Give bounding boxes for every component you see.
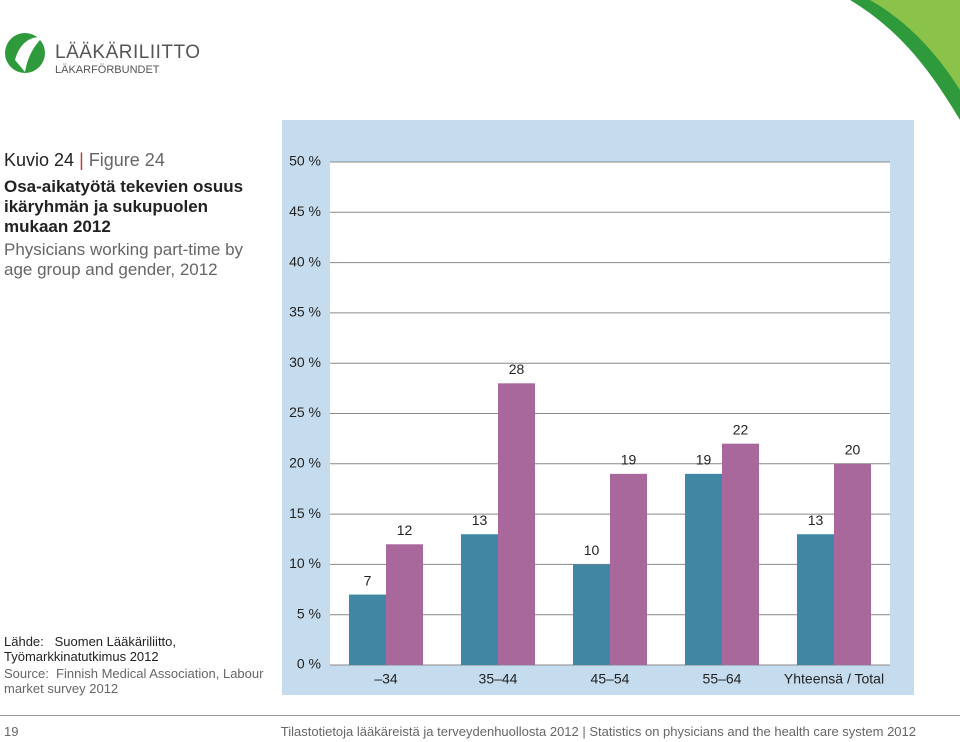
y-tick-label: 0 %	[297, 656, 321, 672]
logo-name: LÄÄKÄRILIITTO	[55, 42, 201, 63]
x-tick-label: 45–54	[591, 671, 630, 687]
data-label: 20	[845, 442, 861, 458]
corner-decoration	[870, 0, 960, 90]
y-tick-label: 25 %	[289, 404, 321, 420]
title-fi: Osa-aikatyötä tekevien osuus ikäryhmän j…	[4, 177, 244, 236]
page-number: 19	[4, 724, 19, 739]
data-label: 13	[808, 512, 824, 528]
x-tick-label: –34	[374, 671, 398, 687]
bar	[722, 443, 759, 665]
data-label: 12	[397, 522, 413, 538]
x-tick-label: 55–64	[703, 671, 742, 687]
source-en: Source: Finnish Medical Association, Lab…	[4, 666, 264, 696]
data-label: 7	[364, 572, 372, 588]
bar	[610, 473, 647, 665]
bar	[797, 534, 834, 665]
source-label: Source:	[4, 666, 49, 681]
data-label: 10	[584, 542, 600, 558]
source-text: Suomen Lääkäriliitto, Työmarkkinatutkimu…	[4, 634, 177, 664]
bar	[349, 594, 386, 665]
y-tick-label: 35 %	[289, 304, 321, 320]
figure-label-en: Figure 24	[88, 150, 165, 170]
y-tick-label: 40 %	[289, 253, 321, 269]
figure-label-fi: Kuvio 24	[4, 150, 75, 170]
x-tick-label: Yhteensä / Total	[784, 671, 884, 687]
logo-mark	[15, 37, 42, 72]
y-tick-label: 10 %	[289, 555, 321, 571]
data-label: 22	[733, 421, 749, 437]
data-label: 19	[696, 452, 712, 468]
footer-text: Tilastotietoja lääkäreistä ja terveydenh…	[280, 724, 916, 739]
title-en: Physicians working part-time by age grou…	[4, 240, 244, 279]
figure-label: Kuvio 24 | Figure 24	[4, 150, 165, 171]
x-tick-label: 35–44	[479, 671, 518, 687]
source-label: Lähde:	[4, 634, 44, 649]
data-label: 13	[472, 512, 488, 528]
data-label: 19	[621, 452, 637, 468]
source-text: Finnish Medical Association, Labour mark…	[4, 666, 264, 696]
separator: |	[79, 150, 84, 170]
source-fi: Lähde: Suomen Lääkäriliitto, Työmarkkina…	[4, 634, 264, 664]
y-tick-label: 15 %	[289, 505, 321, 521]
footer-rule	[0, 715, 960, 716]
y-tick-label: 45 %	[289, 203, 321, 219]
bar	[834, 463, 871, 665]
bar	[461, 534, 498, 665]
y-tick-label: 20 %	[289, 455, 321, 471]
bar	[573, 564, 610, 665]
y-tick-label: 5 %	[297, 605, 321, 621]
data-label: 28	[509, 361, 525, 377]
y-tick-label: 50 %	[289, 153, 321, 169]
bar	[386, 544, 423, 665]
y-tick-label: 30 %	[289, 354, 321, 370]
logo-name-sv: LÄKARFÖRBUNDET	[55, 64, 160, 76]
bar	[685, 473, 722, 665]
bar	[498, 383, 535, 665]
